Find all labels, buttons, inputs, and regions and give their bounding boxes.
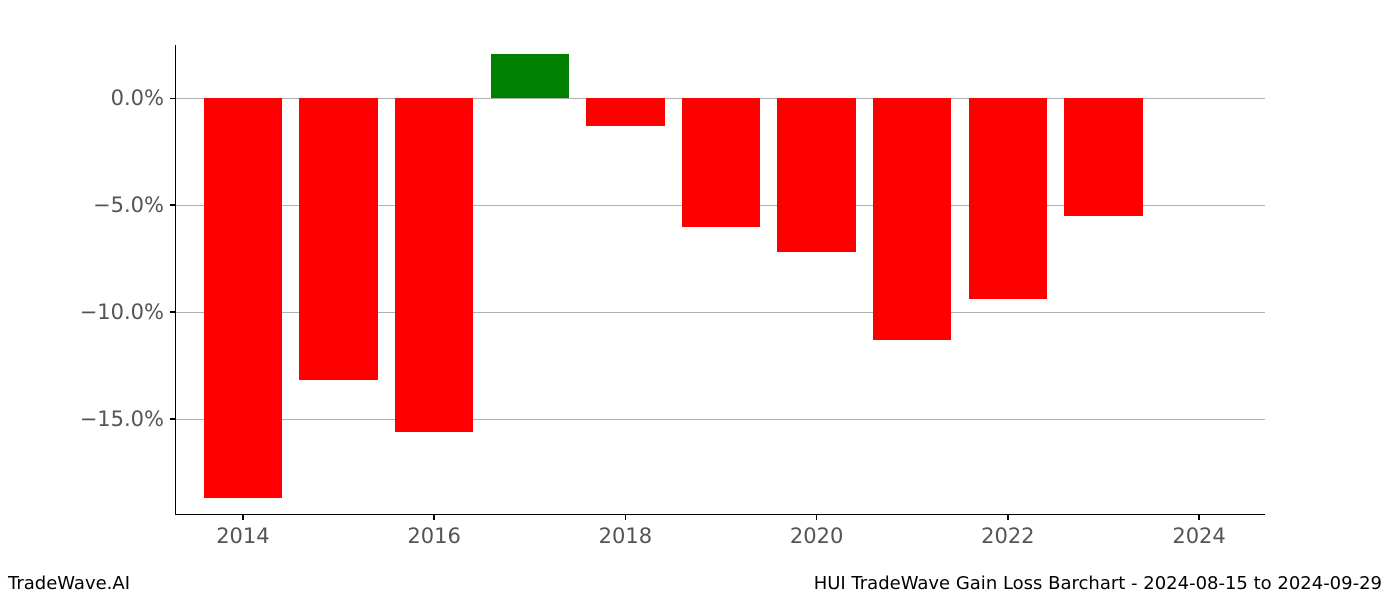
watermark-text: TradeWave.AI bbox=[8, 573, 130, 594]
xtick-label: 2024 bbox=[1172, 514, 1225, 548]
bar bbox=[204, 98, 282, 498]
bar bbox=[873, 98, 951, 339]
ytick-label: −15.0% bbox=[80, 407, 176, 431]
bar bbox=[491, 54, 569, 99]
bar bbox=[969, 98, 1047, 299]
xtick-label: 2016 bbox=[407, 514, 460, 548]
bar bbox=[299, 98, 377, 380]
gridline-y bbox=[176, 419, 1265, 420]
bar bbox=[1064, 98, 1142, 216]
bar bbox=[682, 98, 760, 226]
xtick-label: 2018 bbox=[599, 514, 652, 548]
ytick-label: −5.0% bbox=[93, 193, 176, 217]
plot-area: 0.0%−5.0%−10.0%−15.0%2014201620182020202… bbox=[175, 45, 1265, 515]
bar bbox=[777, 98, 855, 252]
bar bbox=[586, 98, 664, 126]
bar bbox=[395, 98, 473, 431]
ytick-label: 0.0% bbox=[111, 86, 176, 110]
ytick-label: −10.0% bbox=[80, 300, 176, 324]
xtick-label: 2020 bbox=[790, 514, 843, 548]
xtick-label: 2014 bbox=[216, 514, 269, 548]
caption-text: HUI TradeWave Gain Loss Barchart - 2024-… bbox=[814, 573, 1382, 594]
xtick-label: 2022 bbox=[981, 514, 1034, 548]
